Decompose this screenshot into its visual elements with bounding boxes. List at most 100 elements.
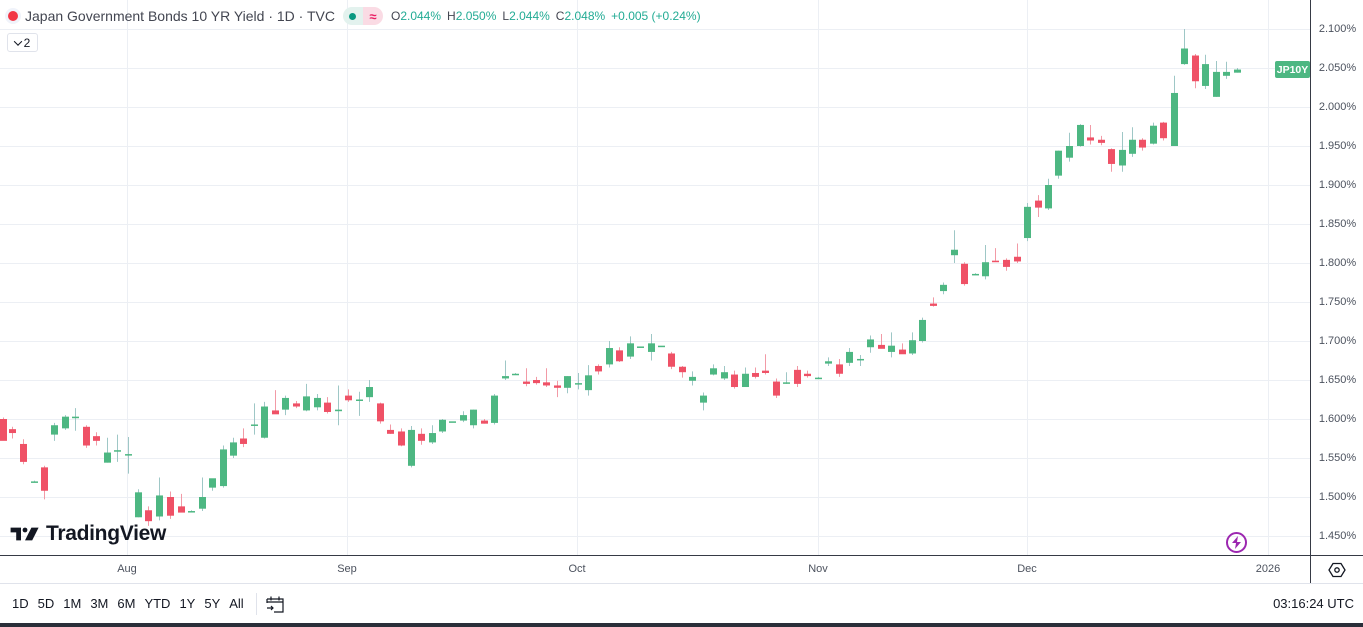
settings-hexagon-icon [1328, 562, 1346, 577]
candle [1129, 127, 1136, 157]
candle [387, 424, 394, 434]
candle [251, 403, 258, 435]
window-bottom-edge [0, 623, 1363, 627]
price-tick-label: 1.600% [1318, 412, 1357, 425]
tradingview-logo-icon [10, 527, 39, 541]
candle [700, 392, 707, 411]
candle [156, 477, 163, 521]
candle [303, 383, 310, 412]
range-button-6m[interactable]: 6M [117, 596, 136, 611]
data-status-badges[interactable]: ≈ [342, 7, 383, 25]
candle [188, 510, 195, 513]
indicator-count: 2 [23, 35, 31, 50]
candle [41, 465, 48, 500]
price-tick-label: 1.550% [1318, 451, 1357, 464]
candle [1098, 135, 1105, 146]
candle [627, 336, 634, 359]
candle [585, 365, 592, 396]
candle [481, 419, 488, 424]
time-tick-label: 2026 [1255, 563, 1281, 575]
candle [961, 262, 968, 286]
candle [83, 425, 90, 448]
lightning-events-icon[interactable] [1226, 532, 1247, 553]
tradingview-logo[interactable]: TradingView [10, 522, 166, 546]
goto-date-button[interactable] [265, 595, 285, 613]
time-tick-label: Aug [117, 563, 137, 575]
candle [992, 248, 999, 263]
range-button-5y[interactable]: 5Y [204, 596, 221, 611]
range-button-1m[interactable]: 1M [63, 596, 82, 611]
range-button-3m[interactable]: 3M [90, 596, 109, 611]
candle [62, 415, 69, 430]
candle [575, 372, 582, 390]
candle [9, 426, 16, 439]
candle [940, 282, 947, 295]
chart-plot-area[interactable] [0, 0, 1310, 555]
range-button-ytd[interactable]: YTD [144, 596, 171, 611]
candle [523, 368, 530, 387]
chart-settings-button[interactable] [1310, 555, 1363, 583]
candle [512, 372, 519, 376]
candle [408, 426, 415, 468]
price-tick-label: 1.850% [1318, 217, 1357, 230]
close-value: 2.048% [564, 9, 606, 23]
candle [878, 333, 885, 349]
candle [543, 368, 550, 388]
range-button-1d[interactable]: 1D [12, 596, 29, 611]
candle [783, 372, 790, 384]
candle [398, 428, 405, 447]
candle [1171, 75, 1178, 146]
candle [1077, 124, 1084, 147]
candle [178, 493, 185, 513]
market-status-dot-icon[interactable] [8, 11, 18, 21]
utc-clock[interactable]: 03:16:24 UTC [1273, 596, 1354, 611]
range-button-all[interactable]: All [229, 596, 244, 611]
candle [345, 389, 352, 402]
candle [930, 297, 937, 307]
candle [439, 419, 446, 434]
candle [679, 365, 686, 378]
candle [93, 432, 100, 446]
candle [293, 401, 300, 409]
series-legend[interactable]: Japan Government Bonds 10 YR Yield · 1D … [8, 7, 701, 25]
candle [731, 370, 738, 389]
candle [606, 341, 613, 368]
candle [1024, 202, 1031, 242]
price-tick-label: 2.100% [1318, 22, 1357, 35]
symbol-title[interactable]: Japan Government Bonds 10 YR Yield · 1D … [25, 8, 335, 24]
candle [20, 439, 27, 465]
market-open-icon[interactable] [342, 7, 363, 25]
calendar-goto-icon [266, 596, 284, 613]
time-axis[interactable]: Aug Sep Oct Nov Dec 2026 [0, 555, 1310, 583]
candlestick-series [0, 29, 1241, 526]
price-tick-label: 1.450% [1318, 529, 1357, 542]
indicators-collapse-button[interactable]: 2 [7, 33, 38, 52]
candle [742, 367, 749, 388]
candle [1108, 148, 1115, 172]
date-range-buttons: 1D 5D 1M 3M 6M YTD 1Y 5Y All [0, 596, 248, 611]
price-tick-label: 1.800% [1318, 256, 1357, 269]
candle [145, 506, 152, 526]
candle [261, 401, 268, 439]
range-button-5d[interactable]: 5D [37, 596, 55, 611]
time-tick-label: Oct [568, 563, 586, 575]
candle [1223, 61, 1230, 79]
price-axis[interactable]: 2.100% 2.050% 2.000% 1.950% 1.900% 1.850% 1.80… [1310, 0, 1363, 555]
ohlc-values: O2.044% H2.050% L2.044% C2.048% +0.005 (… [391, 9, 701, 23]
range-button-1y[interactable]: 1Y [179, 596, 196, 611]
price-tick-label: 2.050% [1318, 61, 1357, 74]
change-value: +0.005 (+0.24%) [611, 9, 701, 23]
candle [951, 230, 958, 263]
open-label: O [390, 9, 401, 23]
candle [1119, 131, 1126, 172]
candle [449, 421, 456, 423]
candle [324, 397, 331, 414]
candle [825, 357, 832, 366]
candle [1213, 60, 1220, 97]
candle [658, 345, 665, 348]
delayed-data-icon[interactable]: ≈ [362, 7, 383, 25]
candle [1139, 138, 1146, 151]
candle [668, 351, 675, 370]
candle [1181, 29, 1188, 65]
candle [491, 394, 498, 425]
